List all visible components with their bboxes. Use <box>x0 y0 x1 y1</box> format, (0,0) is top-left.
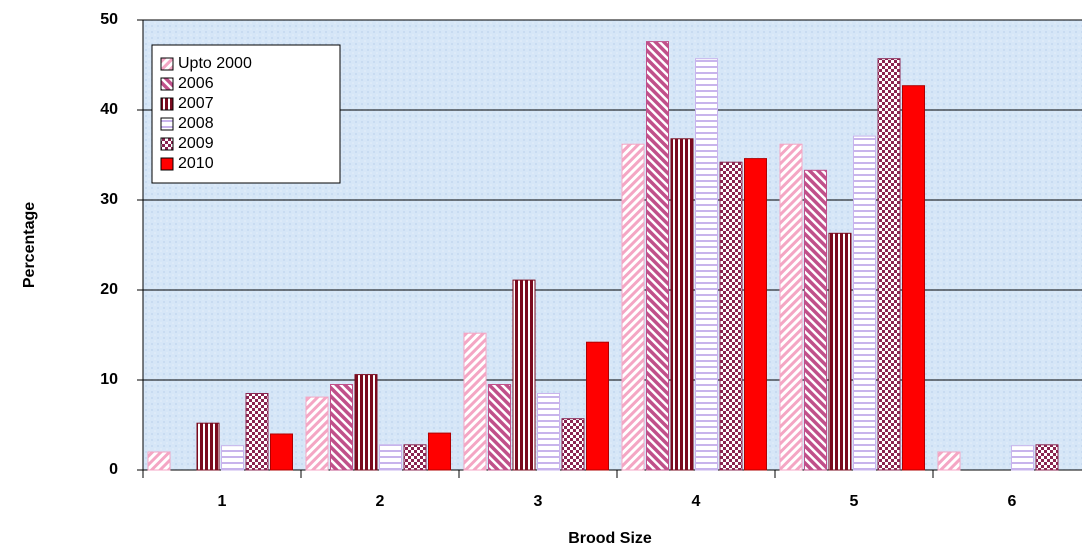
legend-box <box>151 44 341 184</box>
y-tick-label: 0 <box>109 461 118 478</box>
x-axis-label: Brood Size <box>568 530 652 547</box>
legend-swatch <box>160 137 174 151</box>
bar <box>621 143 645 471</box>
bar <box>646 41 669 471</box>
bar <box>804 169 827 471</box>
bar <box>1035 444 1059 471</box>
legend-swatch <box>160 117 174 131</box>
bar <box>561 418 585 471</box>
bar <box>196 422 220 471</box>
legend-swatch <box>160 157 174 171</box>
x-tick-label: 1 <box>218 493 227 510</box>
legend-label: 2009 <box>178 135 214 152</box>
x-tick-label: 5 <box>850 493 859 510</box>
legend-label: 2006 <box>178 75 214 92</box>
bar <box>428 432 451 471</box>
bar <box>937 451 961 471</box>
bar <box>270 433 293 471</box>
y-tick-label: 50 <box>100 11 118 28</box>
legend-label: 2007 <box>178 95 214 112</box>
bar <box>330 384 353 471</box>
legend-label: 2010 <box>178 155 214 172</box>
y-tick-label: 40 <box>100 101 118 118</box>
bar <box>537 393 560 471</box>
bar <box>512 279 536 471</box>
bar <box>828 232 852 471</box>
bar <box>853 135 876 471</box>
bar <box>1011 445 1034 471</box>
bar <box>779 143 803 471</box>
bar <box>902 85 925 471</box>
bar <box>744 158 767 471</box>
y-tick-label: 20 <box>100 281 118 298</box>
legend-label: Upto 2000 <box>178 55 252 72</box>
y-axis-label: Percentage <box>21 202 38 288</box>
legend-label: 2008 <box>178 115 214 132</box>
legend-swatch <box>160 97 174 111</box>
y-tick-label: 10 <box>100 371 118 388</box>
bar <box>719 161 743 471</box>
bar <box>379 444 402 471</box>
bar <box>245 393 269 471</box>
x-tick-label: 6 <box>1008 493 1017 510</box>
bar <box>403 444 427 471</box>
x-tick-label: 2 <box>376 493 385 510</box>
bar <box>354 374 378 471</box>
x-tick-label: 3 <box>534 493 543 510</box>
y-tick-label: 30 <box>100 191 118 208</box>
bar <box>586 341 609 471</box>
bar <box>463 332 487 471</box>
legend-swatch <box>160 57 174 71</box>
bar <box>670 138 694 471</box>
bar <box>488 384 511 471</box>
bar <box>147 451 171 471</box>
legend-swatch <box>160 77 174 91</box>
bar <box>305 396 329 471</box>
x-tick-label: 4 <box>692 493 701 510</box>
bar <box>695 58 718 471</box>
bar <box>877 58 901 471</box>
bar <box>221 445 244 471</box>
